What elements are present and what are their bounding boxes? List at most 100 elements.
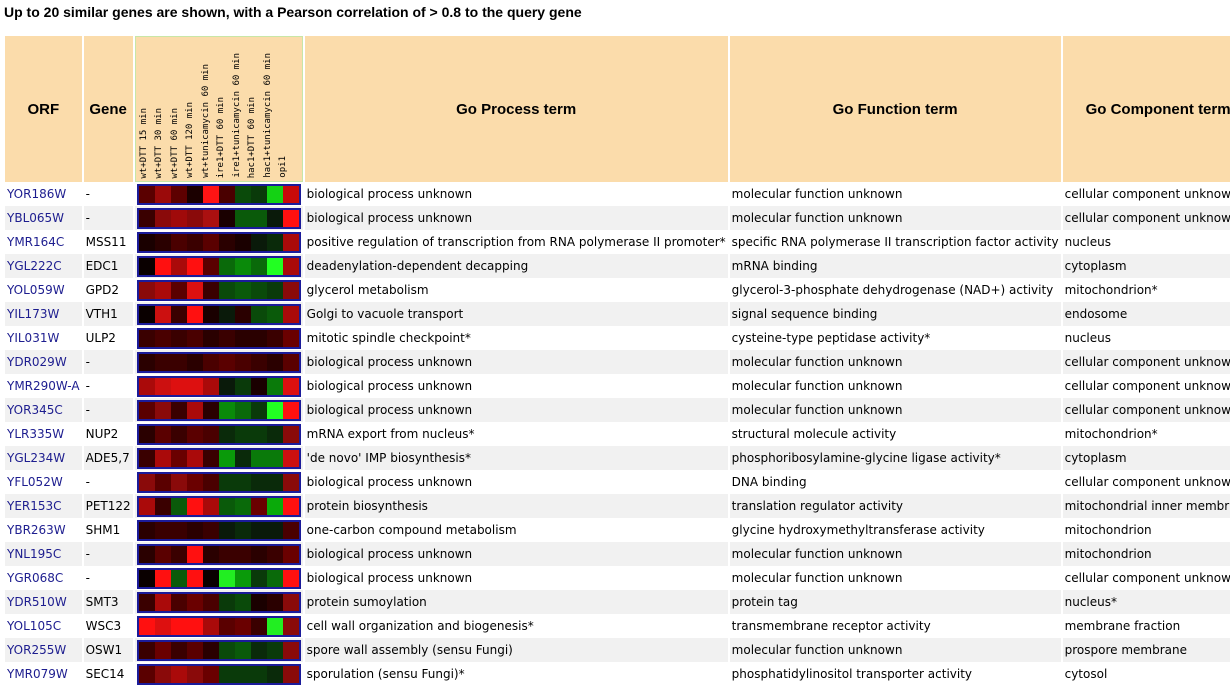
- heatmap-cell: [154, 449, 171, 467]
- orf-link[interactable]: YDR510W: [7, 595, 67, 609]
- orf-link[interactable]: YNL195C: [7, 547, 62, 561]
- orf-cell: YOR255W: [5, 638, 82, 662]
- table-row: YOR255W OSW1 spore wall assembly (sensu Fu…: [5, 638, 1230, 662]
- orf-cell: YER153C: [5, 494, 82, 518]
- heatmap-cell: [138, 665, 155, 683]
- heatmap-cell: [138, 497, 155, 515]
- gene-cell: -: [83, 566, 133, 590]
- heatmap-cell: [170, 665, 187, 683]
- expression-heatmap: [136, 663, 301, 685]
- heatmap-cell: [154, 257, 171, 275]
- table-row: YOR186W - biological process unknown molecu…: [5, 182, 1230, 206]
- orf-link[interactable]: YBR263W: [7, 523, 66, 537]
- go-function-cell: molecular function unknown: [729, 182, 1061, 206]
- heatmap-cell: [138, 305, 155, 323]
- heatmap-cell: [250, 617, 267, 635]
- heatmap-cell: [250, 473, 267, 491]
- orf-link[interactable]: YIL173W: [7, 307, 60, 321]
- heatmap-cell: [218, 377, 235, 395]
- gene-cell: -: [83, 350, 133, 374]
- heatmap-cell: [154, 425, 171, 443]
- table-row: YER153C PET122 protein biosynthesis transla…: [5, 494, 1230, 518]
- orf-link[interactable]: YBL065W: [7, 211, 65, 225]
- heatmap-cell: [138, 425, 155, 443]
- gene-cell: PET122: [83, 494, 133, 518]
- orf-link[interactable]: YOR186W: [7, 187, 67, 201]
- heatmap-cell: [154, 281, 171, 299]
- orf-link[interactable]: YGR068C: [7, 571, 64, 585]
- orf-link[interactable]: YLR335W: [7, 427, 65, 441]
- orf-link[interactable]: YOR255W: [7, 643, 67, 657]
- heatmap-cell: [186, 641, 203, 659]
- expression-cell: [134, 254, 303, 278]
- orf-link[interactable]: YDR029W: [7, 355, 67, 369]
- go-component-cell: cytoplasm: [1062, 254, 1230, 278]
- page-title: Up to 20 similar genes are shown, with a…: [4, 4, 582, 20]
- orf-link[interactable]: YGL222C: [7, 259, 62, 273]
- table-row: YOR345C - biological process unknown molecu…: [5, 398, 1230, 422]
- heatmap-cell: [170, 329, 187, 347]
- go-process-cell: mRNA export from nucleus*: [304, 422, 728, 446]
- table-row: YMR164C MSS11 positive regulation of trans…: [5, 230, 1230, 254]
- expression-cell: [134, 422, 303, 446]
- heatmap-cell: [170, 185, 187, 203]
- heatmap-cell: [218, 617, 235, 635]
- heatmap-cell: [218, 209, 235, 227]
- heatmap-cell: [138, 569, 155, 587]
- heatmap-cell: [234, 377, 251, 395]
- heatmap-cell: [154, 497, 171, 515]
- heatmap-cell: [186, 497, 203, 515]
- orf-link[interactable]: YOL059W: [7, 283, 65, 297]
- orf-link[interactable]: YIL031W: [7, 331, 60, 345]
- gene-cell: SHM1: [83, 518, 133, 542]
- heatmap-cell: [250, 593, 267, 611]
- orf-cell: YMR164C: [5, 230, 82, 254]
- heatmap-cell: [138, 209, 155, 227]
- heatmap-cell: [282, 401, 299, 419]
- expression-cell: [134, 182, 303, 206]
- go-function-cell: specific RNA polymerase II transcription…: [729, 230, 1061, 254]
- heatmap-cell: [138, 449, 155, 467]
- go-component-cell: endosome: [1062, 302, 1230, 326]
- expression-cell: [134, 230, 303, 254]
- condition-label: hac1+tunicamycin 60 min: [262, 53, 273, 178]
- go-function-cell: glycine hydroxymethyltransferase activit…: [729, 518, 1061, 542]
- heatmap-cell: [170, 521, 187, 539]
- go-process-cell: sporulation (sensu Fungi)*: [304, 662, 728, 686]
- table-row: YGL222C EDC1 deadenylation-dependent decap…: [5, 254, 1230, 278]
- heatmap-cell: [170, 545, 187, 563]
- heatmap-cell: [250, 329, 267, 347]
- heatmap-cell: [282, 473, 299, 491]
- go-function-cell: molecular function unknown: [729, 374, 1061, 398]
- orf-cell: YBL065W: [5, 206, 82, 230]
- heatmap-cell: [250, 401, 267, 419]
- table-row: YDR510W SMT3 protein sumoylation protein ta…: [5, 590, 1230, 614]
- go-component-cell: mitochondrial inner membrane: [1062, 494, 1230, 518]
- go-process-cell: positive regulation of transcription fro…: [304, 230, 728, 254]
- orf-link[interactable]: YER153C: [7, 499, 62, 513]
- heatmap-cell: [154, 521, 171, 539]
- expression-cell: [134, 494, 303, 518]
- go-component-cell: cellular component unknown: [1062, 374, 1230, 398]
- expression-heatmap: [136, 399, 301, 421]
- heatmap-cell: [250, 449, 267, 467]
- go-process-cell: cell wall organization and biogenesis*: [304, 614, 728, 638]
- orf-link[interactable]: YFL052W: [7, 475, 63, 489]
- orf-link[interactable]: YMR164C: [7, 235, 65, 249]
- go-function-cell: phosphoribosylamine-glycine ligase activ…: [729, 446, 1061, 470]
- go-component-cell: nucleus: [1062, 326, 1230, 350]
- go-function-cell: glycerol-3-phosphate dehydrogenase (NAD+…: [729, 278, 1061, 302]
- orf-link[interactable]: YMR079W: [7, 667, 68, 681]
- orf-link[interactable]: YOL105C: [7, 619, 62, 633]
- orf-link[interactable]: YOR345C: [7, 403, 63, 417]
- orf-cell: YOR186W: [5, 182, 82, 206]
- go-component-cell: cellular component unknown: [1062, 182, 1230, 206]
- gene-cell: GPD2: [83, 278, 133, 302]
- go-process-cell: biological process unknown: [304, 470, 728, 494]
- heatmap-cell: [282, 665, 299, 683]
- heatmap-cell: [202, 233, 219, 251]
- orf-link[interactable]: YGL234W: [7, 451, 66, 465]
- go-process-cell: protein sumoylation: [304, 590, 728, 614]
- go-function-cell: mRNA binding: [729, 254, 1061, 278]
- orf-link[interactable]: YMR290W-A: [7, 379, 80, 393]
